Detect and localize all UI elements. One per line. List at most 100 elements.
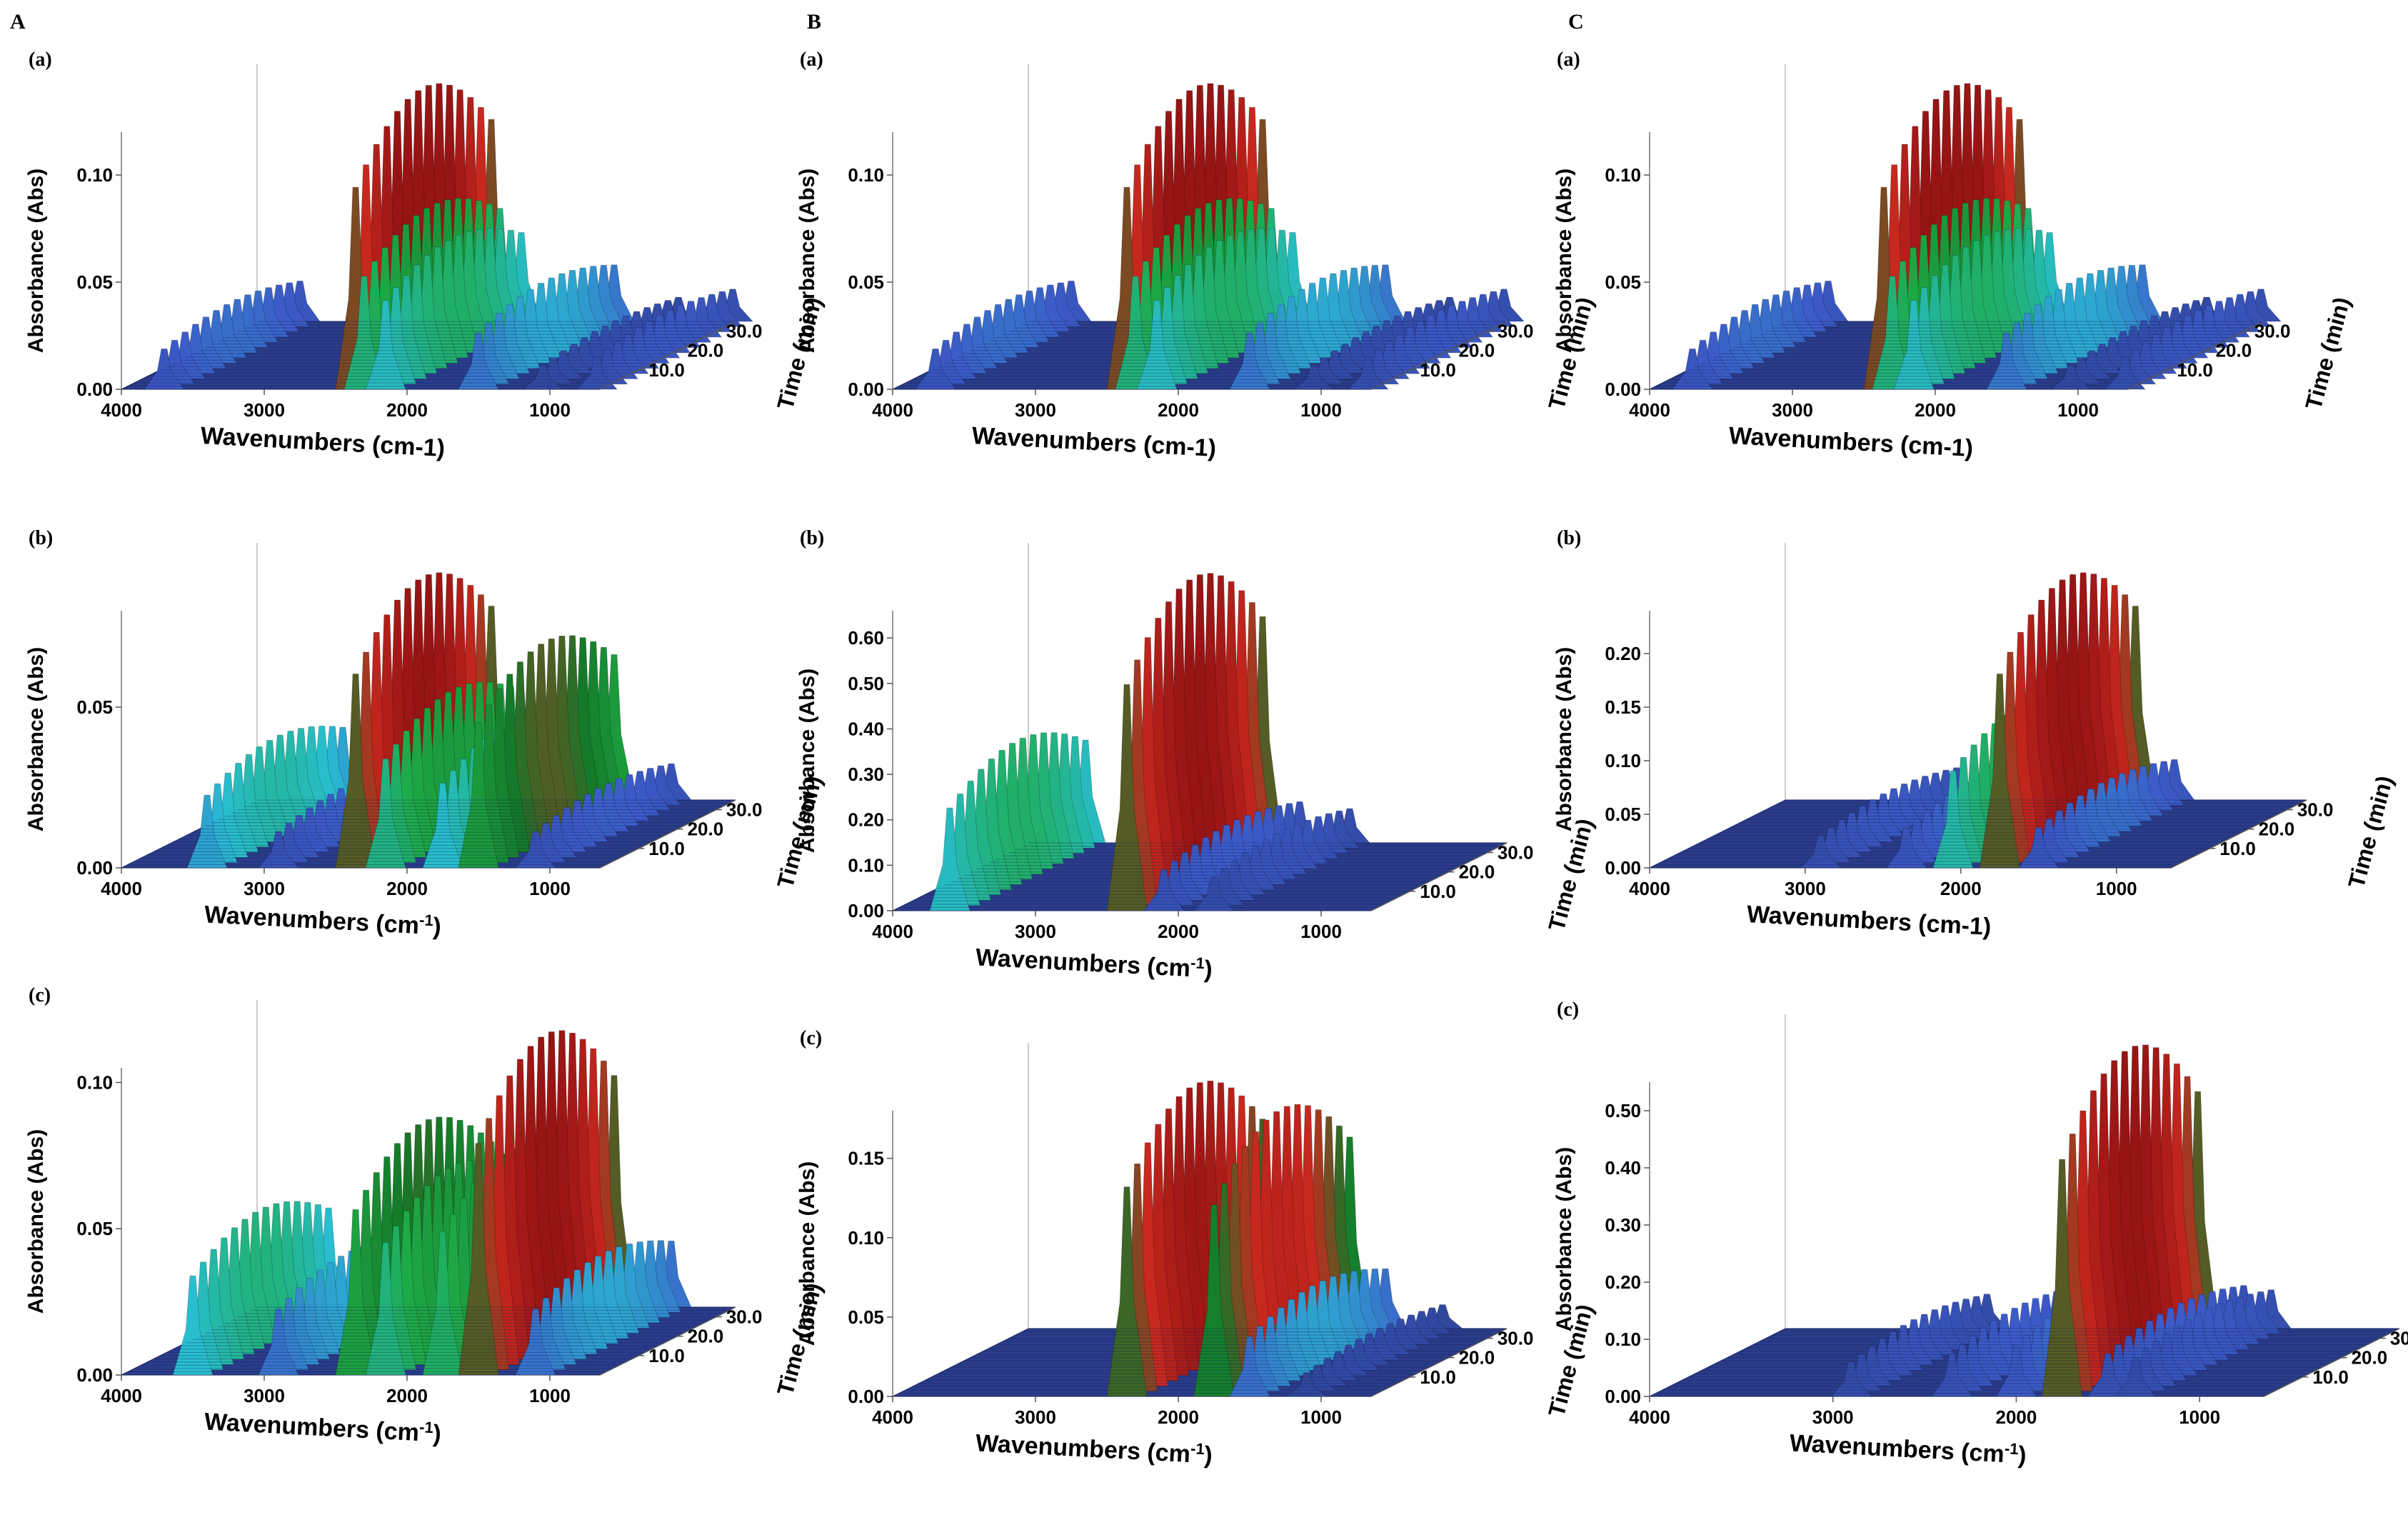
z-tick-label: 20.0: [1459, 1347, 1495, 1369]
y-tick-label: 0.50: [1605, 1100, 1641, 1121]
column-letter-c: C: [1568, 10, 1584, 34]
x-tick-label: 3000: [244, 399, 285, 421]
z-axis-line: [2127, 321, 2264, 390]
waterfall-plot: 0.00 0.05 0.10 Absorbance (Abs) 4000 3000 2000…: [796, 64, 1598, 462]
chart-panel-bb: (b) 0.00 0.10 0.20 0.30 0.40 0.50 0.60 Absorbanc…: [771, 500, 1598, 1014]
z-axis-line: [2170, 799, 2307, 869]
z-axis-line: [599, 799, 736, 869]
y-tick-label: 0.10: [1605, 1329, 1641, 1350]
x-tick-label: 4000: [872, 921, 913, 942]
chart-panel-cc: (c) 0.00 0.10 0.20 0.30 0.40 0.50 Absorbance (A…: [1528, 971, 2408, 1500]
peak-2150-layer-0: [1893, 300, 1935, 390]
z-axis-label: Time (min): [2343, 773, 2397, 891]
peak-1500-layer-0: [2017, 827, 2060, 869]
z-tick-label: 20.0: [1459, 340, 1495, 361]
waterfall-plot: 0.00 0.05 0.10 0.15 Absorbance (Abs) 4000 3000…: [796, 1043, 1598, 1469]
x-axis-label: Wavenumbers (cm-1): [1789, 1428, 2027, 1469]
x-tick-label: 2000: [1915, 399, 1956, 421]
waterfall-plot: 0.00 0.05 0.10 Absorbance (Abs) 4000 3000 2000…: [1552, 64, 2355, 462]
y-tick-label: 0.40: [1605, 1157, 1641, 1179]
x-axis-label: Wavenumbers (cm-1): [200, 422, 446, 462]
peak-3700-layer-0: [915, 349, 956, 390]
x-axis-label: Wavenumbers (cm-1): [975, 942, 1213, 983]
subplot-label: (c): [1557, 999, 1580, 1021]
peak-670-layer-0: [1348, 356, 1389, 390]
y-axis-label: Absorbance (Abs): [24, 169, 48, 353]
y-tick-label: 0.15: [848, 1148, 884, 1169]
peak-3700-layer-0: [1672, 349, 1713, 390]
subplot-label: (c): [29, 984, 51, 1006]
subplot-label: (a): [29, 49, 52, 71]
y-tick-label: 0.00: [848, 1386, 884, 1407]
x-tick-label: 4000: [1629, 1406, 1670, 1428]
y-tick-label: 0.10: [76, 164, 113, 186]
z-tick-label: 20.0: [2216, 340, 2252, 361]
x-tick-label: 3000: [244, 1385, 285, 1406]
y-tick-label: 0.10: [848, 854, 884, 876]
y-tick-label: 0.20: [1605, 1271, 1641, 1293]
z-tick-label: 30.0: [726, 799, 763, 821]
peak-2000-layer-0: [1995, 1344, 2037, 1397]
x-tick-label: 4000: [872, 399, 913, 421]
z-tick-label: 10.0: [2312, 1366, 2349, 1388]
x-tick-label: 4000: [1629, 878, 1670, 899]
chart-panel-bc: (c) 0.00 0.05 0.10 0.15 Absorbance (Abs) 4000 3…: [771, 1000, 1598, 1500]
z-tick-label: 20.0: [2352, 1347, 2388, 1369]
peak-1750-layer-0: [2042, 1159, 2083, 1397]
y-tick-label: 0.05: [76, 1218, 113, 1239]
x-tick-label: 2000: [1158, 1406, 1199, 1428]
y-tick-label: 0.05: [1605, 804, 1641, 825]
z-axis-label: Time (min): [2300, 294, 2354, 412]
peak-1500-layer-0: [458, 1143, 499, 1376]
waterfall-plot: 0.00 0.05 0.10 Absorbance (Abs) 4000 3000 2000…: [24, 64, 827, 462]
peak-2100-layer-0: [1143, 869, 1185, 911]
z-tick-label: 30.0: [2297, 799, 2334, 821]
chart-panel-ac: (c) 0.00 0.05 0.10 Absorbance (Abs) 4000 3000 2…: [0, 957, 827, 1479]
x-tick-label: 2000: [1996, 1406, 2037, 1428]
z-tick-label: 20.0: [688, 1326, 724, 1347]
z-axis-line: [1370, 1328, 1507, 1397]
column-letter-b: B: [807, 10, 822, 34]
peak-2150-layer-0: [365, 758, 406, 869]
subplot-label: (b): [800, 527, 825, 549]
peak-1500-layer-0: [1229, 332, 1270, 390]
subplot-label: (a): [1557, 49, 1580, 71]
y-tick-label: 0.05: [848, 271, 884, 293]
z-tick-label: 10.0: [1420, 359, 1456, 381]
x-tick-label: 2000: [386, 878, 428, 899]
x-tick-label: 3000: [1015, 399, 1056, 421]
y-axis-label: Absorbance (Abs): [1552, 169, 1576, 353]
x-tick-label: 3000: [1015, 921, 1056, 942]
y-tick-label: 0.15: [1605, 696, 1641, 718]
z-tick-label: 30.0: [2390, 1328, 2408, 1349]
peak-3700-layer-0: [144, 349, 185, 390]
chart-panel-cb: (b) 0.00 0.05 0.10 0.15 0.20 Absorbance (Abs) 4…: [1528, 500, 2398, 971]
y-tick-label: 0.00: [848, 379, 884, 400]
peak-1050-layer-0: [521, 364, 564, 390]
peak-1050-layer-0: [2050, 364, 2092, 390]
z-axis-line: [2263, 1328, 2400, 1397]
x-axis-label: Wavenumbers (cm-1): [204, 1406, 442, 1447]
x-tick-label: 4000: [872, 1406, 913, 1428]
chart-panel-ba: (a) 0.00 0.05 0.10 Absorbance (Abs) 4000 3000 2…: [771, 21, 1598, 493]
y-tick-label: 0.50: [848, 673, 884, 694]
y-tick-label: 0.10: [848, 164, 884, 186]
peak-1100-layer-0: [515, 1308, 556, 1376]
peak-2350-layer-0: [1885, 827, 1927, 869]
peak-2150-layer-0: [365, 300, 406, 390]
x-tick-label: 1000: [1300, 921, 1342, 942]
z-tick-label: 10.0: [2177, 359, 2213, 381]
waterfall-plot: 0.00 0.05 Absorbance (Abs) 4000 3000 2000 1000…: [24, 543, 827, 941]
peak-2050-layer-0: [1932, 770, 1974, 869]
y-axis-label: Absorbance (Abs): [796, 169, 819, 353]
peak-3500-layer-0: [172, 1275, 214, 1376]
z-tick-label: 20.0: [2259, 819, 2295, 840]
peak-1350-layer-0: [2114, 1357, 2157, 1397]
peak-3400-layer-0: [186, 794, 228, 869]
y-tick-label: 0.05: [1605, 271, 1641, 293]
y-axis-label: Absorbance (Abs): [24, 647, 48, 831]
x-tick-label: 2000: [1158, 921, 1199, 942]
peak-2900-layer-0: [1800, 835, 1842, 869]
z-tick-label: 10.0: [648, 838, 685, 859]
z-tick-label: 10.0: [1420, 1366, 1456, 1388]
